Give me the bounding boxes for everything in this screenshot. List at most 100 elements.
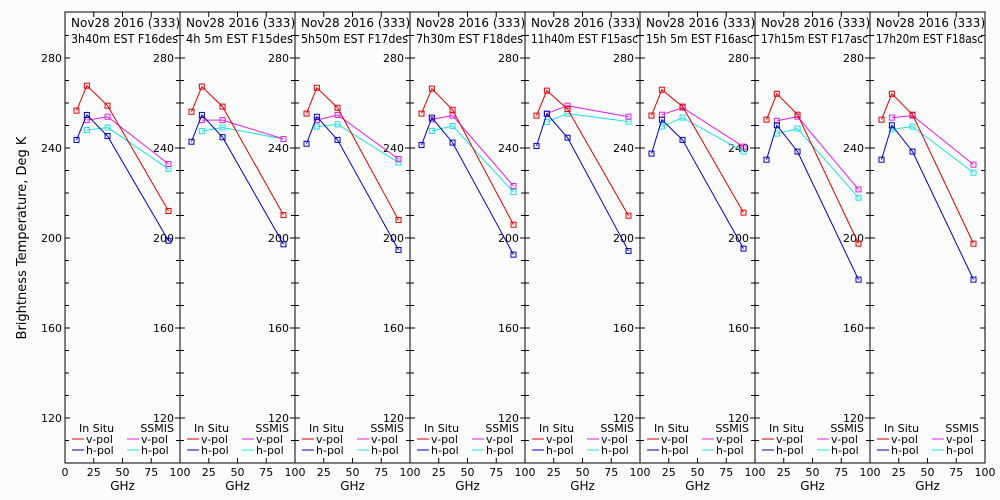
- legend-title-insitu: In Situ: [539, 422, 574, 435]
- panel-title-date: Nov28 2016 (333): [301, 16, 410, 30]
- data-point-ssmis-h: [219, 124, 226, 131]
- panel-title-time: 7h30m EST F18des: [416, 32, 523, 46]
- data-point-insitu-h: [625, 248, 632, 255]
- y-tick-label-left: 240: [41, 142, 62, 155]
- panel-title-date: Nov28 2016 (333): [531, 16, 640, 30]
- data-point-ssmis-v: [334, 111, 341, 118]
- y-tick-label: 160: [498, 322, 519, 335]
- series-line-insitu-v: [421, 87, 514, 225]
- data-point-insitu-h: [395, 246, 402, 253]
- data-point-ssmis-v: [888, 114, 895, 121]
- series-line-insitu-v: [766, 92, 859, 244]
- y-tick-label: 160: [843, 322, 864, 335]
- y-tick-label: 200: [153, 232, 174, 245]
- series-line-insitu-h: [191, 113, 284, 245]
- data-point-insitu-h: [313, 113, 320, 120]
- x-tick-label: 75: [144, 466, 158, 479]
- data-point-insitu-v: [449, 106, 456, 113]
- data-point-ssmis-v: [564, 102, 571, 109]
- legend-entry-label: h-pol: [316, 444, 344, 457]
- data-point-insitu-v: [888, 90, 895, 97]
- legend-entry-label: v-pol: [716, 433, 743, 446]
- data-point-insitu-v: [909, 111, 916, 118]
- legend-entry-label: h-pol: [256, 444, 284, 457]
- series-line-insitu-h: [881, 124, 974, 280]
- panel-title-time: 15h 5m EST F16asc: [646, 32, 753, 46]
- data-point-insitu-v: [878, 116, 885, 123]
- x-axis-label: GHz: [915, 479, 940, 493]
- series-line-insitu-v: [306, 86, 399, 221]
- series-line-insitu-h: [421, 116, 514, 255]
- data-point-insitu-h: [303, 140, 310, 147]
- series-line-insitu-v: [536, 89, 629, 216]
- y-tick-label: 120: [268, 412, 289, 425]
- x-axis-label: GHz: [685, 479, 710, 493]
- data-point-insitu-v: [198, 83, 205, 90]
- x-tick-label: 75: [604, 466, 618, 479]
- series-line-ssmis-v: [316, 114, 399, 160]
- series-line-ssmis-h: [546, 113, 629, 123]
- panel-title-date: Nov28 2016 (333): [416, 16, 525, 30]
- data-point-insitu-h: [219, 134, 226, 141]
- data-point-ssmis-h: [334, 121, 341, 128]
- legend-entry-label: v-pol: [486, 433, 513, 446]
- data-point-ssmis-v: [395, 156, 402, 163]
- data-point-insitu-v: [219, 103, 226, 110]
- data-point-insitu-h: [878, 156, 885, 163]
- panel-4: Nov28 2016 (333) 7h30m EST F18des 25 50 75 10…: [409, 12, 536, 493]
- y-tick-label: 240: [843, 142, 864, 155]
- y-tick-label-left: 200: [41, 232, 62, 245]
- x-tick-label: 50: [346, 466, 360, 479]
- legend-entry-label: h-pol: [486, 444, 514, 457]
- data-point-insitu-h: [794, 148, 801, 155]
- legend-title-insitu: In Situ: [769, 422, 804, 435]
- data-point-ssmis-h: [313, 123, 320, 130]
- x-tick-label: 100: [630, 466, 651, 479]
- x-tick-label: 50: [461, 466, 475, 479]
- panel-title-time: 4h 5m EST F15des: [186, 32, 293, 46]
- panel-title-time: 11h40m EST F15asc: [531, 32, 638, 46]
- y-tick-label: 240: [383, 142, 404, 155]
- y-tick-label: 120: [728, 412, 749, 425]
- data-point-ssmis-v: [449, 112, 456, 119]
- y-tick-label: 200: [383, 232, 404, 245]
- data-point-insitu-v: [188, 108, 195, 115]
- y-tick-label: 240: [153, 142, 174, 155]
- x-tick-label: 75: [834, 466, 848, 479]
- data-point-insitu-v: [334, 104, 341, 111]
- data-point-ssmis-h: [679, 114, 686, 121]
- data-point-insitu-h: [334, 136, 341, 143]
- data-point-insitu-h: [188, 138, 195, 145]
- legend-entry-label: v-pol: [946, 433, 973, 446]
- x-tick-label: 100: [515, 466, 536, 479]
- legend-entry-label: h-pol: [431, 444, 459, 457]
- series-line-insitu-h: [76, 114, 169, 241]
- data-point-insitu-v: [543, 87, 550, 94]
- y-tick-label: 160: [268, 322, 289, 335]
- x-axis-label: GHz: [340, 479, 365, 493]
- panel-2: Nov28 2016 (333) 4h 5m EST F15des 25 50 75 10…: [179, 12, 306, 493]
- data-point-ssmis-h: [855, 194, 862, 201]
- series-line-insitu-h: [306, 115, 399, 251]
- data-point-insitu-v: [564, 106, 571, 113]
- data-point-insitu-h: [280, 241, 287, 248]
- x-tick-label: 75: [374, 466, 388, 479]
- legend-entry-label: v-pol: [546, 433, 573, 446]
- legend-title-ssmis: SSMIS: [140, 422, 174, 435]
- legend-entry-label: h-pol: [546, 444, 574, 457]
- data-point-insitu-h: [449, 139, 456, 146]
- data-point-insitu-v: [763, 116, 770, 123]
- panel-title-time: 17h20m EST F18asc: [876, 32, 983, 46]
- x-tick-label: 25: [547, 466, 561, 479]
- legend-entry-label: h-pol: [831, 444, 859, 457]
- x-tick-label: 25: [662, 466, 676, 479]
- series-line-ssmis-h: [776, 128, 859, 199]
- y-tick-label: 160: [153, 322, 174, 335]
- data-point-insitu-h: [648, 150, 655, 157]
- y-tick-label: 200: [498, 232, 519, 245]
